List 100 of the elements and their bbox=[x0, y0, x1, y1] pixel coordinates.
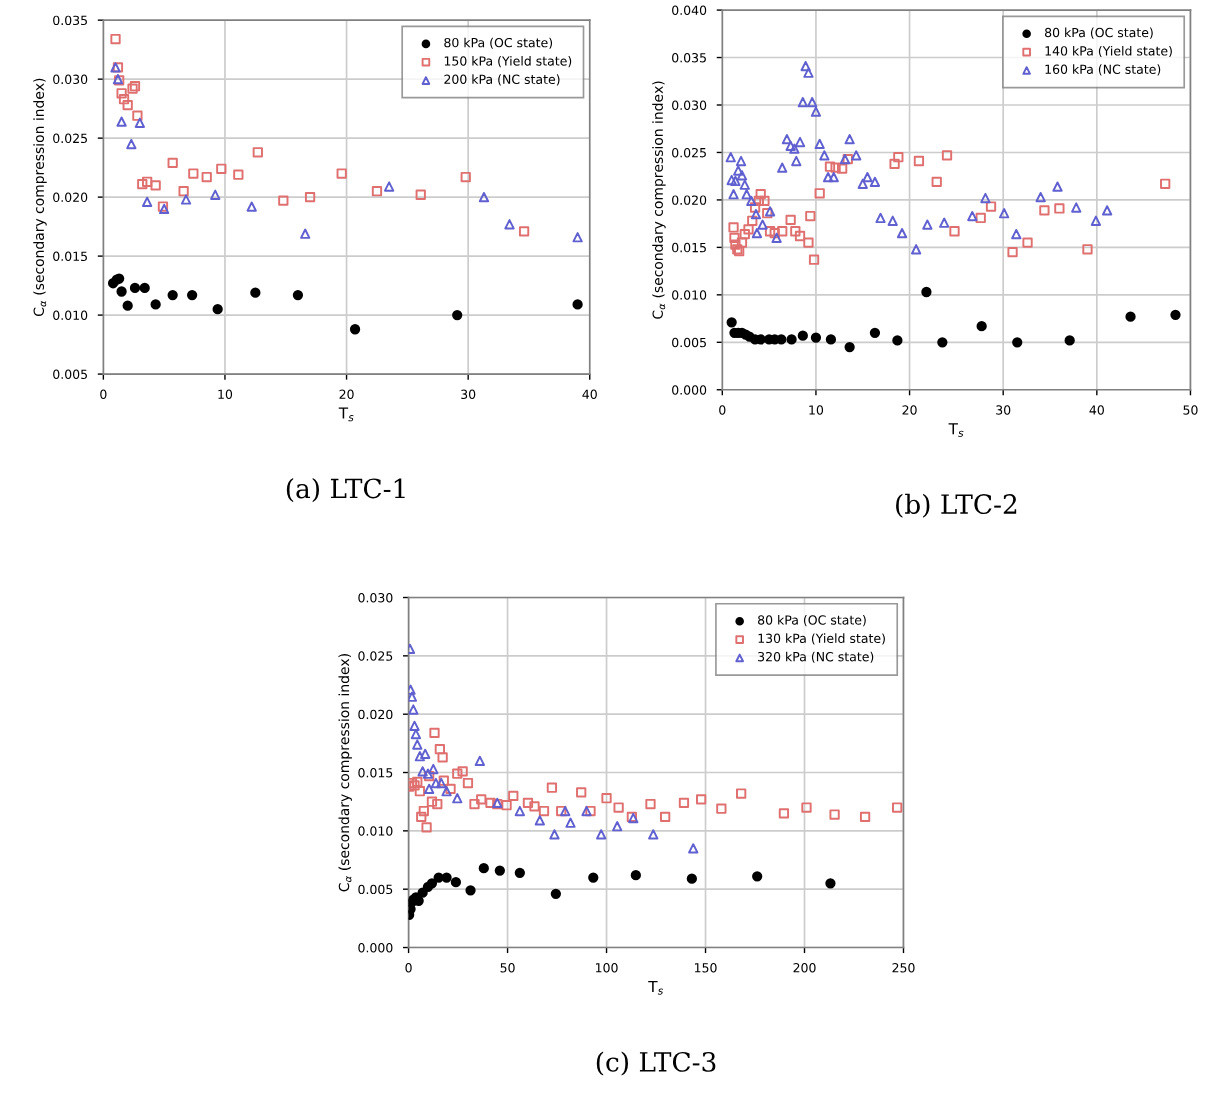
point bbox=[728, 189, 739, 200]
point bbox=[565, 817, 576, 828]
point bbox=[383, 181, 395, 192]
point bbox=[596, 829, 607, 840]
point bbox=[210, 189, 221, 200]
point bbox=[572, 299, 583, 310]
point bbox=[300, 228, 311, 239]
point bbox=[819, 150, 830, 161]
point bbox=[349, 324, 361, 335]
point bbox=[785, 140, 796, 151]
point bbox=[781, 134, 793, 145]
point bbox=[648, 829, 659, 840]
point bbox=[534, 815, 545, 826]
point bbox=[1064, 335, 1075, 346]
point bbox=[549, 829, 560, 840]
point bbox=[741, 189, 752, 200]
point bbox=[142, 196, 153, 207]
point bbox=[757, 219, 768, 230]
point bbox=[116, 286, 127, 297]
point bbox=[822, 172, 834, 183]
point bbox=[750, 209, 762, 220]
text: (c) LTC-3 bbox=[596, 1051, 716, 1076]
point bbox=[751, 228, 763, 239]
point bbox=[494, 865, 505, 876]
point bbox=[794, 136, 806, 148]
point bbox=[825, 878, 836, 889]
point bbox=[1101, 205, 1113, 216]
point bbox=[1071, 202, 1082, 213]
point bbox=[180, 194, 192, 205]
point bbox=[1125, 311, 1136, 322]
point bbox=[572, 232, 583, 243]
point bbox=[441, 872, 452, 883]
point bbox=[410, 728, 422, 740]
point bbox=[786, 334, 797, 345]
point bbox=[810, 332, 822, 343]
point bbox=[776, 334, 787, 345]
point bbox=[186, 289, 198, 301]
point bbox=[474, 755, 485, 766]
point bbox=[844, 134, 855, 145]
point bbox=[478, 191, 490, 203]
point bbox=[246, 201, 257, 212]
point bbox=[814, 138, 825, 150]
point bbox=[504, 219, 515, 230]
point bbox=[408, 684, 416, 695]
point bbox=[1052, 181, 1063, 192]
point bbox=[939, 217, 950, 228]
point bbox=[851, 150, 862, 161]
point bbox=[550, 888, 561, 899]
point bbox=[887, 215, 898, 226]
point bbox=[452, 793, 463, 804]
point bbox=[408, 643, 416, 654]
point bbox=[167, 289, 178, 301]
point bbox=[424, 783, 435, 794]
point bbox=[976, 321, 987, 332]
point bbox=[428, 763, 439, 775]
point bbox=[797, 97, 808, 108]
point bbox=[514, 805, 525, 817]
point bbox=[844, 341, 855, 353]
point bbox=[212, 304, 223, 315]
point bbox=[803, 67, 814, 78]
point bbox=[1012, 337, 1023, 348]
point bbox=[752, 871, 763, 882]
point bbox=[116, 116, 127, 127]
point bbox=[869, 176, 881, 188]
point bbox=[726, 317, 737, 328]
point bbox=[150, 299, 161, 310]
text: (b) LTC-2 bbox=[896, 493, 1017, 518]
point bbox=[771, 232, 782, 244]
point bbox=[810, 106, 822, 117]
point bbox=[791, 155, 802, 167]
point bbox=[1170, 309, 1181, 320]
point bbox=[1090, 215, 1102, 226]
point bbox=[408, 691, 418, 702]
point bbox=[980, 192, 991, 204]
point bbox=[465, 885, 476, 896]
point bbox=[937, 337, 948, 348]
point bbox=[825, 334, 837, 345]
point bbox=[292, 289, 304, 301]
text: (a) LTC-1 bbox=[286, 477, 405, 503]
point bbox=[967, 210, 978, 222]
point bbox=[789, 143, 800, 154]
point bbox=[730, 175, 741, 187]
point bbox=[875, 212, 886, 224]
point bbox=[921, 286, 932, 298]
point bbox=[417, 766, 428, 777]
point bbox=[414, 751, 425, 762]
point bbox=[999, 208, 1010, 219]
point bbox=[588, 872, 599, 883]
point bbox=[122, 300, 133, 311]
point bbox=[725, 152, 736, 163]
point bbox=[777, 162, 788, 173]
point bbox=[869, 327, 881, 338]
point bbox=[862, 172, 873, 183]
point bbox=[478, 863, 489, 874]
point bbox=[726, 174, 737, 186]
point bbox=[910, 244, 922, 255]
point bbox=[828, 172, 839, 183]
point bbox=[892, 335, 903, 346]
point bbox=[412, 739, 423, 750]
point bbox=[797, 330, 808, 341]
